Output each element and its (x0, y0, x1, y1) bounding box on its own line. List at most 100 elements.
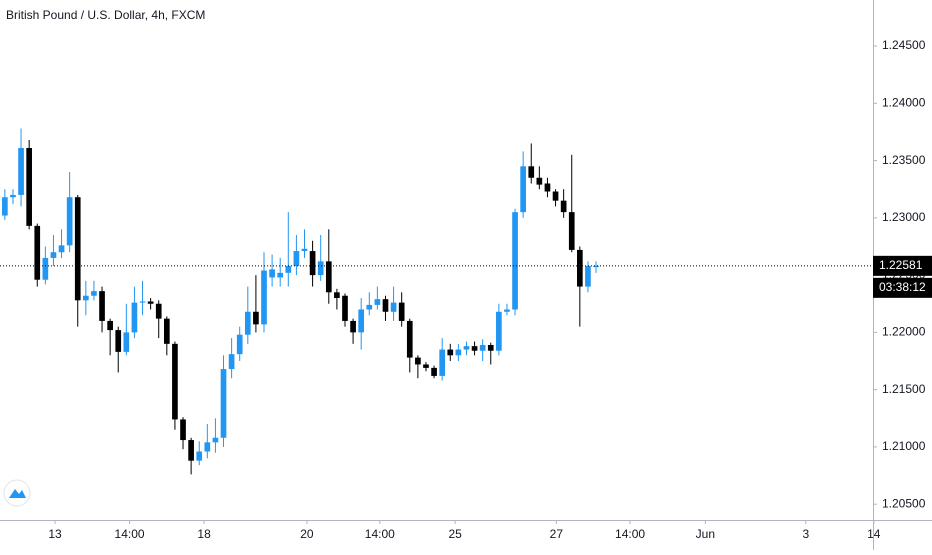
candle-body (107, 320, 113, 331)
candle-body (91, 291, 97, 296)
candle-body (560, 200, 567, 213)
candle-body (455, 349, 462, 356)
x-tick-label: 14:00 (615, 527, 645, 541)
candle-body (301, 248, 308, 252)
candle-body (528, 166, 535, 178)
candle-body (431, 367, 437, 376)
candle-body (390, 302, 397, 312)
candle-body (204, 442, 211, 452)
candle-body (26, 147, 32, 226)
y-tick-label: 1.24500 (882, 38, 926, 52)
candle-body (504, 309, 510, 312)
candle-body (293, 251, 300, 266)
candle-body (285, 265, 292, 273)
candle-body (463, 346, 470, 350)
candle-body (10, 194, 16, 198)
candle-body (447, 349, 454, 356)
candle-body (244, 311, 251, 335)
last-price-label: 1.22581 (879, 258, 923, 272)
chart-title: British Pound / U.S. Dollar, 4h, FXCM (6, 8, 205, 22)
y-tick-label: 1.21500 (882, 382, 926, 396)
candle-body (147, 301, 154, 304)
candle-body (50, 252, 57, 258)
y-tick-label: 1.23000 (882, 210, 926, 224)
y-tick-label: 1.21000 (882, 439, 926, 453)
candle-body (398, 302, 405, 321)
candle-body (139, 301, 146, 303)
candle-body (172, 343, 178, 420)
x-tick-label: Jun (696, 527, 715, 541)
candle-body (342, 295, 348, 321)
candle-body (66, 197, 73, 246)
candle-body (212, 437, 219, 443)
candle-body (585, 265, 591, 287)
x-tick-label: 25 (448, 527, 462, 541)
last-price-box (873, 255, 932, 276)
candle-body (2, 197, 8, 216)
y-tick-label: 1.22000 (882, 325, 926, 339)
x-tick-label: 14 (867, 527, 881, 541)
logo-icon[interactable] (9, 489, 26, 498)
candle-body (512, 212, 518, 310)
y-tick-label: 1.24000 (882, 95, 926, 109)
candle-body (155, 303, 162, 319)
candle-body (325, 261, 332, 293)
logo[interactable] (3, 479, 31, 507)
candle-body (536, 177, 543, 185)
candle-body (496, 311, 502, 351)
candle-body (334, 292, 340, 299)
candle-body (180, 419, 186, 441)
candle-body (74, 197, 81, 301)
candle-body (406, 320, 413, 358)
x-tick-label: 27 (550, 527, 564, 541)
candle-body (374, 299, 381, 305)
candle-body (228, 354, 235, 370)
candle-body (253, 311, 259, 325)
countdown-box (873, 277, 932, 298)
candle-body (220, 369, 227, 438)
x-tick-label: 13 (48, 527, 62, 541)
candle-body (471, 346, 478, 351)
candle-body (552, 191, 559, 201)
candle-body (115, 330, 122, 352)
candle-body (593, 265, 599, 268)
candle-body (544, 183, 551, 192)
candle-body (269, 269, 275, 278)
candle-body (479, 344, 486, 351)
candle-body (366, 304, 373, 310)
candle-body (123, 332, 130, 352)
candle-body (277, 272, 284, 278)
candle-body (163, 318, 170, 344)
candle-body (568, 212, 575, 250)
candle-body (34, 225, 41, 280)
y-tick-label: 1.20500 (882, 496, 926, 510)
candle-body (131, 302, 138, 333)
candle-body (317, 261, 324, 276)
candle-body (382, 299, 389, 312)
candle-body (358, 309, 365, 333)
x-tick-label: 3 (802, 527, 809, 541)
candle-body (520, 166, 526, 213)
x-tick-label: 20 (300, 527, 314, 541)
candle-body (487, 344, 494, 351)
candle-body (18, 147, 24, 195)
candle-body (261, 270, 267, 325)
candle-body (42, 257, 49, 280)
candle-body (577, 249, 583, 287)
x-tick-label: 14:00 (365, 527, 395, 541)
candle-body (99, 291, 105, 321)
candle-body (415, 357, 421, 365)
candle-body (196, 451, 203, 461)
candle-body (350, 320, 356, 333)
x-tick-label: 18 (197, 527, 211, 541)
candle-body (58, 245, 65, 253)
countdown-label: 03:38:12 (879, 280, 926, 294)
y-tick-label: 1.23500 (882, 153, 926, 167)
candle-body (439, 349, 446, 376)
candle-body (236, 334, 243, 355)
candle-body (309, 251, 316, 276)
candle-body (83, 295, 89, 301)
